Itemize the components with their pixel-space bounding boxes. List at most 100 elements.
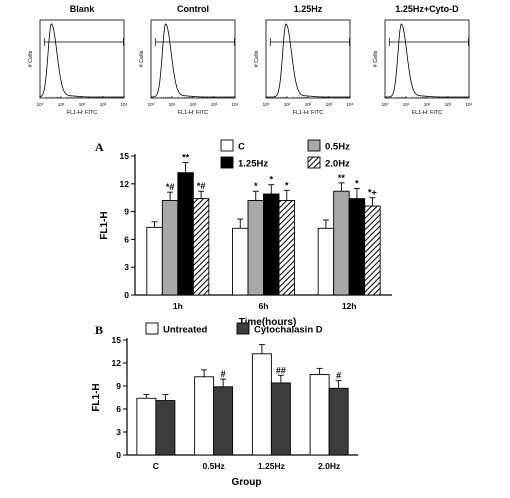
bar bbox=[155, 400, 176, 456]
bar bbox=[317, 227, 335, 296]
y-axis-label: FL1-H bbox=[99, 211, 110, 239]
hist-tick-label: 10⁴ bbox=[121, 102, 128, 107]
legend-swatch bbox=[236, 322, 250, 335]
panel-label: B bbox=[95, 323, 103, 337]
hist-tick-label: 10⁴ bbox=[232, 102, 239, 107]
significance-label: * bbox=[269, 175, 273, 185]
x-tick-label: C bbox=[153, 461, 159, 471]
hist-title: Blank bbox=[70, 4, 96, 14]
bar bbox=[251, 353, 272, 456]
x-tick-label: 1h bbox=[173, 301, 183, 311]
bar bbox=[136, 397, 157, 456]
x-tick-label: 2.0Hz bbox=[318, 461, 340, 471]
bar bbox=[192, 198, 210, 296]
hist-tick-label: 10⁴ bbox=[466, 102, 473, 107]
x-tick-label: 6h bbox=[259, 301, 269, 311]
hist-frame bbox=[39, 19, 125, 99]
hist-ylabel: # Cells bbox=[254, 50, 260, 67]
legend-label: 1.25Hz bbox=[238, 159, 268, 170]
hist-curve bbox=[39, 23, 124, 98]
hist-curve bbox=[266, 23, 350, 98]
x-tick-label: 0.5Hz bbox=[203, 461, 225, 471]
bar bbox=[348, 198, 366, 296]
hist-xlabel: FL1-H: FITC bbox=[178, 110, 209, 116]
legend-label: Untreated bbox=[163, 325, 208, 336]
y-axis-label: FL1-H bbox=[91, 383, 102, 411]
bar bbox=[263, 193, 280, 296]
hist-tick-label: 10¹ bbox=[284, 102, 291, 107]
hist-title: Control bbox=[177, 4, 209, 14]
legend-label: 2.0Hz bbox=[325, 159, 350, 170]
legend-label: Cytochalasin D bbox=[254, 325, 323, 336]
hist-xlabel: FL1-H: FITC bbox=[293, 110, 324, 116]
bar bbox=[364, 205, 381, 296]
significance-label: # bbox=[221, 369, 226, 379]
y-tick-label: 9 bbox=[124, 207, 129, 217]
legend-swatch bbox=[145, 322, 159, 335]
bar bbox=[232, 227, 249, 296]
hist-tick-label: 10⁴ bbox=[347, 102, 354, 107]
significance-label: *+ bbox=[368, 188, 377, 198]
histogram-panel-2: Control # Cells 10⁰ 10¹ 10² 10³ 10⁴ FL1-H: FITC bbox=[139, 4, 239, 116]
y-tick-label: 12 bbox=[120, 179, 130, 189]
histogram-panel-3: 1.25Hz # Cells 10⁰ 10¹ 10² 10³ 10⁴ FL1-H: FITC bbox=[254, 4, 354, 116]
hist-ylabel: # Cells bbox=[28, 50, 34, 67]
bar bbox=[270, 382, 291, 456]
legend-swatch bbox=[220, 156, 234, 169]
legend-swatch bbox=[220, 139, 234, 152]
bar bbox=[247, 200, 264, 296]
hist-tick-label: 10² bbox=[305, 102, 312, 107]
bar bbox=[213, 386, 234, 456]
hist-xlabel: FL1-H: FITC bbox=[67, 110, 98, 116]
hist-frame bbox=[150, 19, 236, 99]
hist-tick-label: 10³ bbox=[211, 102, 218, 107]
legend-label: C bbox=[238, 142, 245, 153]
hist-tick-label: 10³ bbox=[445, 102, 452, 107]
legend-swatch bbox=[307, 156, 321, 169]
significance-label: # bbox=[336, 371, 341, 381]
y-tick-label: 9 bbox=[116, 381, 121, 391]
hist-tick-label: 10⁰ bbox=[148, 102, 155, 107]
bar-chart-b: 0 3 6 9 12 15 FL1-H Group B C #0.5Hz ## 1.25Hz #2.0Hz… bbox=[91, 322, 358, 488]
bar bbox=[278, 200, 295, 296]
significance-label: * bbox=[355, 178, 359, 188]
hist-tick-label: 10¹ bbox=[403, 102, 410, 107]
histogram-panels: Blank # Cells 10⁰ 10¹ 10² 10³ 10⁴ FL1-H: FITC Co… bbox=[28, 4, 473, 116]
hist-tick-label: 10¹ bbox=[58, 102, 65, 107]
bar bbox=[177, 172, 194, 296]
hist-tick-label: 10⁰ bbox=[382, 102, 389, 107]
x-tick-label: 12h bbox=[342, 301, 357, 311]
bar bbox=[309, 374, 330, 456]
hist-tick-label: 10⁰ bbox=[263, 102, 270, 107]
y-tick-label: 0 bbox=[116, 450, 121, 460]
hist-tick-label: 10³ bbox=[100, 102, 107, 107]
significance-label: * bbox=[285, 180, 289, 190]
legend-swatch bbox=[307, 139, 321, 152]
significance-label: ** bbox=[182, 152, 190, 162]
y-tick-label: 15 bbox=[120, 151, 130, 161]
significance-label: * bbox=[254, 181, 258, 191]
significance-label: ## bbox=[276, 365, 286, 375]
hist-curve bbox=[151, 23, 235, 98]
x-tick-label: 1.25Hz bbox=[258, 461, 285, 471]
hist-ylabel: # Cells bbox=[139, 50, 145, 67]
significance-label: *# bbox=[197, 181, 206, 191]
x-axis-label: Group bbox=[232, 477, 262, 488]
x-axis-label: Time(hours) bbox=[239, 317, 297, 328]
panel-label: A bbox=[95, 140, 104, 154]
histogram-panel-4: 1.25Hz+Cyto-D # Cells 10⁰ 10¹ 10² 10³ 10⁴ FL1-H… bbox=[373, 4, 473, 116]
hist-frame bbox=[265, 19, 351, 99]
y-tick-label: 6 bbox=[116, 404, 121, 414]
y-tick-label: 0 bbox=[124, 290, 129, 300]
bar bbox=[161, 200, 179, 296]
bar-chart-a: 03691215FL1-HTime(hours)A*#***#1h***6h**… bbox=[95, 139, 392, 328]
y-tick-label: 15 bbox=[112, 335, 122, 345]
hist-tick-label: 10¹ bbox=[169, 102, 176, 107]
bar bbox=[194, 376, 215, 456]
hist-ylabel: # Cells bbox=[373, 50, 379, 67]
hist-tick-label: 10² bbox=[79, 102, 86, 107]
y-tick-label: 6 bbox=[124, 234, 129, 244]
hist-title: 1.25Hz+Cyto-D bbox=[395, 4, 459, 14]
hist-xlabel: FL1-H: FITC bbox=[412, 110, 443, 116]
